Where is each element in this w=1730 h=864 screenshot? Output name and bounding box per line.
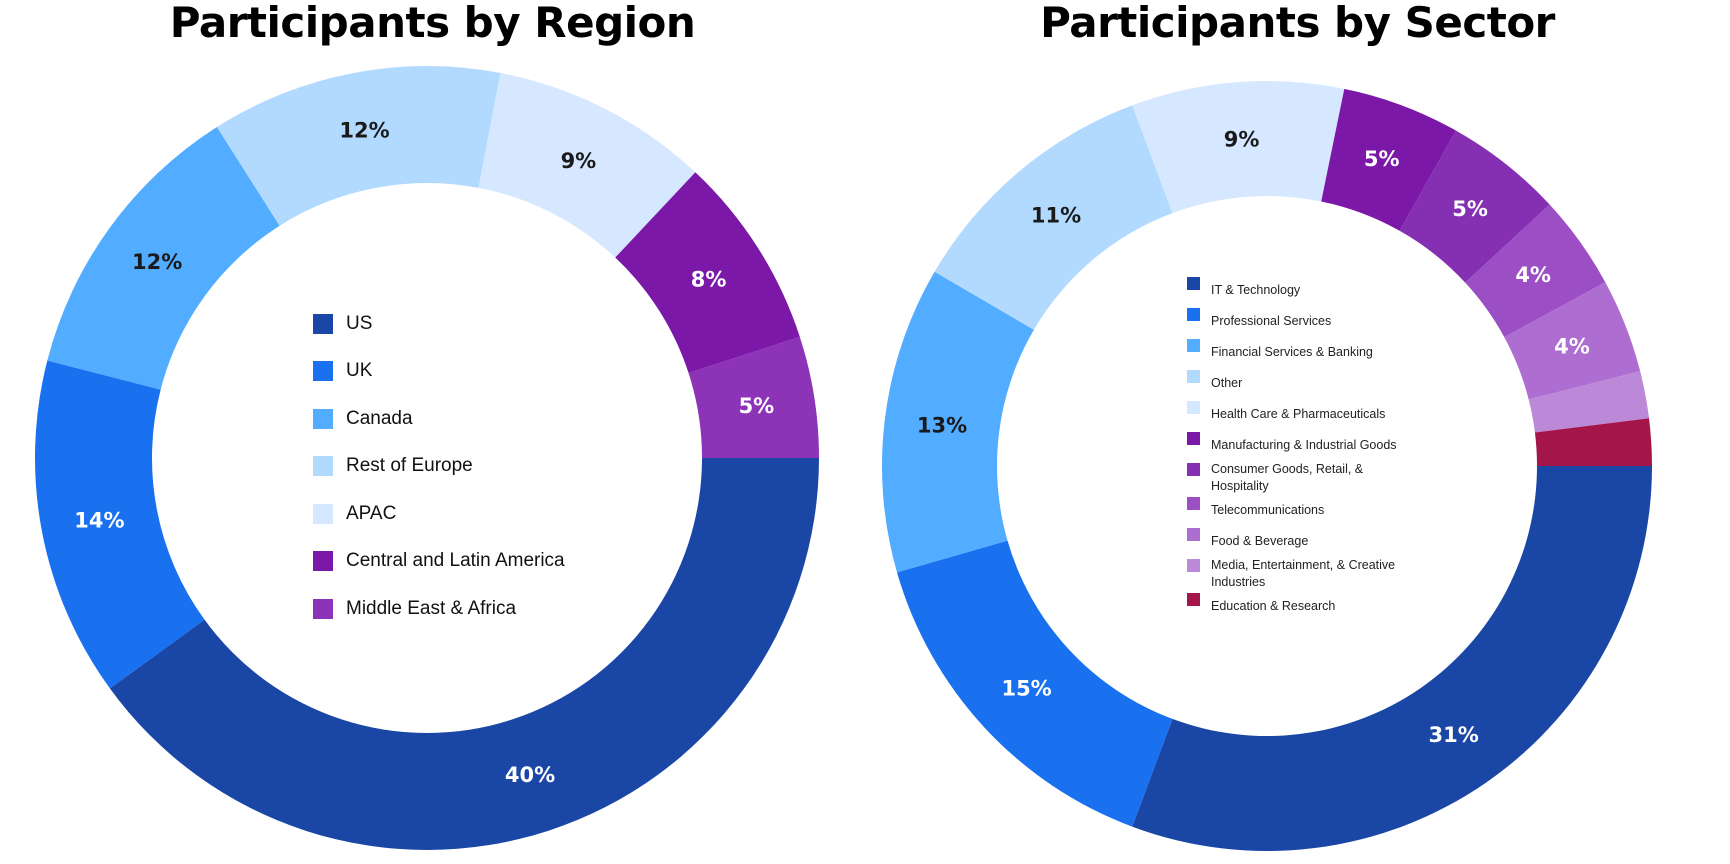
data-label-middle-east-and-africa: 5%: [739, 394, 775, 418]
legend-label: Middle East & Africa: [346, 597, 517, 619]
legend-item-canada: Canada: [313, 395, 565, 443]
slice-media-entertainment-and-creative-industries: [1528, 371, 1650, 433]
data-label-apac: 9%: [561, 149, 597, 173]
data-label-health-care-and-pharmaceuticals: 9%: [1224, 127, 1260, 151]
legend-label: APAC: [346, 502, 397, 524]
data-label-us: 40%: [505, 763, 555, 787]
legend-item-middle-east-and-africa: Middle East & Africa: [313, 585, 565, 633]
legend-label: Rest of Europe: [346, 455, 473, 477]
legend-label: Telecommunications: [1211, 503, 1325, 517]
slice-financial-services-and-banking: [882, 271, 1034, 573]
legend-label: Financial Services & Banking: [1211, 345, 1373, 359]
slice-manufacturing-and-industrial-goods: [1321, 88, 1457, 231]
legend-label: Health Care & Pharmaceuticals: [1211, 407, 1386, 421]
legend-item-us: US: [313, 300, 565, 348]
slice-professional-services: [896, 540, 1173, 827]
sector-chart-title: Participants by Sector: [1040, 0, 1555, 47]
legend-label: Food & Beverage: [1211, 534, 1309, 548]
legend-swatch: [313, 313, 333, 334]
legend-label: Professional Services: [1211, 314, 1332, 328]
legend-item-professional-services: Professional Services: [1187, 306, 1427, 337]
slice-central-and-latin-america: [615, 172, 800, 374]
legend-swatch: [1187, 432, 1200, 445]
data-label-rest-of-europe: 12%: [339, 118, 389, 142]
legend-swatch: [1187, 528, 1200, 541]
legend-swatch: [1187, 593, 1200, 606]
slice-education-and-research: [1534, 418, 1652, 466]
region-chart-title: Participants by Region: [169, 0, 696, 47]
sector-donut: 31% 15% 13% 11% 9% 5% 5% 4% 4%: [882, 81, 1652, 851]
legend-swatch: [1187, 277, 1200, 290]
legend-label: Consumer Goods, Retail, & Hospitality: [1211, 462, 1364, 493]
sector-legend: IT & Technology Professional Services Fina…: [1187, 275, 1427, 622]
legend-label: US: [346, 312, 373, 334]
data-label-uk: 14%: [74, 508, 124, 532]
slice-uk: [35, 360, 205, 689]
slice-consumer-goods-retail-and-hospitality: [1399, 130, 1550, 283]
legend-item-rest-of-europe: Rest of Europe: [313, 443, 565, 491]
legend-swatch: [313, 408, 333, 429]
data-label-food-and-beverage: 4%: [1554, 335, 1590, 359]
slice-food-and-beverage: [1504, 282, 1641, 400]
data-label-professional-services: 15%: [1001, 676, 1051, 700]
data-label-financial-services-and-banking: 13%: [917, 413, 967, 437]
legend-item-other: Other: [1187, 368, 1427, 399]
legend-item-it-and-technology: IT & Technology: [1187, 275, 1427, 306]
slice-health-care-and-pharmaceuticals: [1132, 81, 1345, 214]
legend-item-telecommunications: Telecommunications: [1187, 495, 1427, 526]
region-legend: US UK Canada Rest of Europe APAC Central and …: [313, 300, 565, 633]
legend-swatch: [1187, 370, 1200, 383]
legend-item-financial-services-and-banking: Financial Services & Banking: [1187, 337, 1427, 368]
sector-chart: Participants by Sector 31% 15% 13% 11% 9% 5% 5…: [865, 0, 1730, 864]
legend-item-consumer-goods-retail-and-hospitality: Consumer Goods, Retail, & Hospitality: [1187, 461, 1427, 495]
legend-label: UK: [346, 360, 373, 382]
legend-item-apac: APAC: [313, 490, 565, 538]
legend-swatch: [313, 503, 333, 524]
data-label-other: 11%: [1031, 203, 1081, 227]
region-donut: 40% 14% 12% 12% 9% 8% 5%: [35, 65, 819, 850]
slice-telecommunications: [1465, 204, 1606, 338]
legend-item-uk: UK: [313, 348, 565, 396]
legend-item-health-care-and-pharmaceuticals: Health Care & Pharmaceuticals: [1187, 399, 1427, 430]
legend-label: Other: [1211, 376, 1243, 390]
slice-canada: [47, 127, 280, 390]
legend-item-central-and-latin-america: Central and Latin America: [313, 538, 565, 586]
legend-swatch: [313, 361, 333, 382]
legend-label: Manufacturing & Industrial Goods: [1211, 438, 1397, 452]
legend-swatch: [313, 598, 333, 619]
data-label-it-and-technology: 31%: [1429, 723, 1479, 747]
region-chart: Participants by Region 40% 14% 12% 12% 9% 8% 5…: [35, 0, 819, 850]
data-label-telecommunications: 4%: [1515, 263, 1551, 287]
data-label-canada: 12%: [132, 250, 182, 274]
legend-label: Media, Entertainment, & Creative Industr…: [1211, 558, 1396, 589]
legend-swatch: [1187, 559, 1200, 572]
legend-label: Education & Research: [1211, 599, 1336, 613]
legend-swatch: [1187, 463, 1200, 476]
slice-other: [934, 105, 1173, 330]
legend-swatch: [313, 551, 333, 572]
legend-item-food-and-beverage: Food & Beverage: [1187, 526, 1427, 557]
legend-item-manufacturing-and-industrial-goods: Manufacturing & Industrial Goods: [1187, 430, 1427, 461]
legend-swatch: [313, 456, 333, 477]
legend-label: Canada: [346, 407, 413, 429]
slice-rest-of-europe: [216, 65, 501, 226]
legend-item-media-entertainment-and-creative-industries: Media, Entertainment, & Creative Industr…: [1187, 557, 1427, 591]
legend-item-education-and-research: Education & Research: [1187, 591, 1427, 622]
legend-swatch: [1187, 308, 1200, 321]
legend-swatch: [1187, 497, 1200, 510]
legend-label: Central and Latin America: [346, 550, 565, 572]
legend-swatch: [1187, 401, 1200, 414]
data-label-central-and-latin-america: 8%: [691, 267, 727, 291]
legend-swatch: [1187, 339, 1200, 352]
data-label-consumer-goods-retail-and-hospitality: 5%: [1452, 197, 1488, 221]
slice-middle-east-and-africa: [688, 336, 819, 458]
slice-apac: [478, 72, 696, 258]
data-label-manufacturing-and-industrial-goods: 5%: [1364, 147, 1400, 171]
slice-us: [109, 458, 819, 850]
slice-it-and-technology: [1132, 466, 1652, 851]
legend-label: IT & Technology: [1211, 283, 1301, 297]
